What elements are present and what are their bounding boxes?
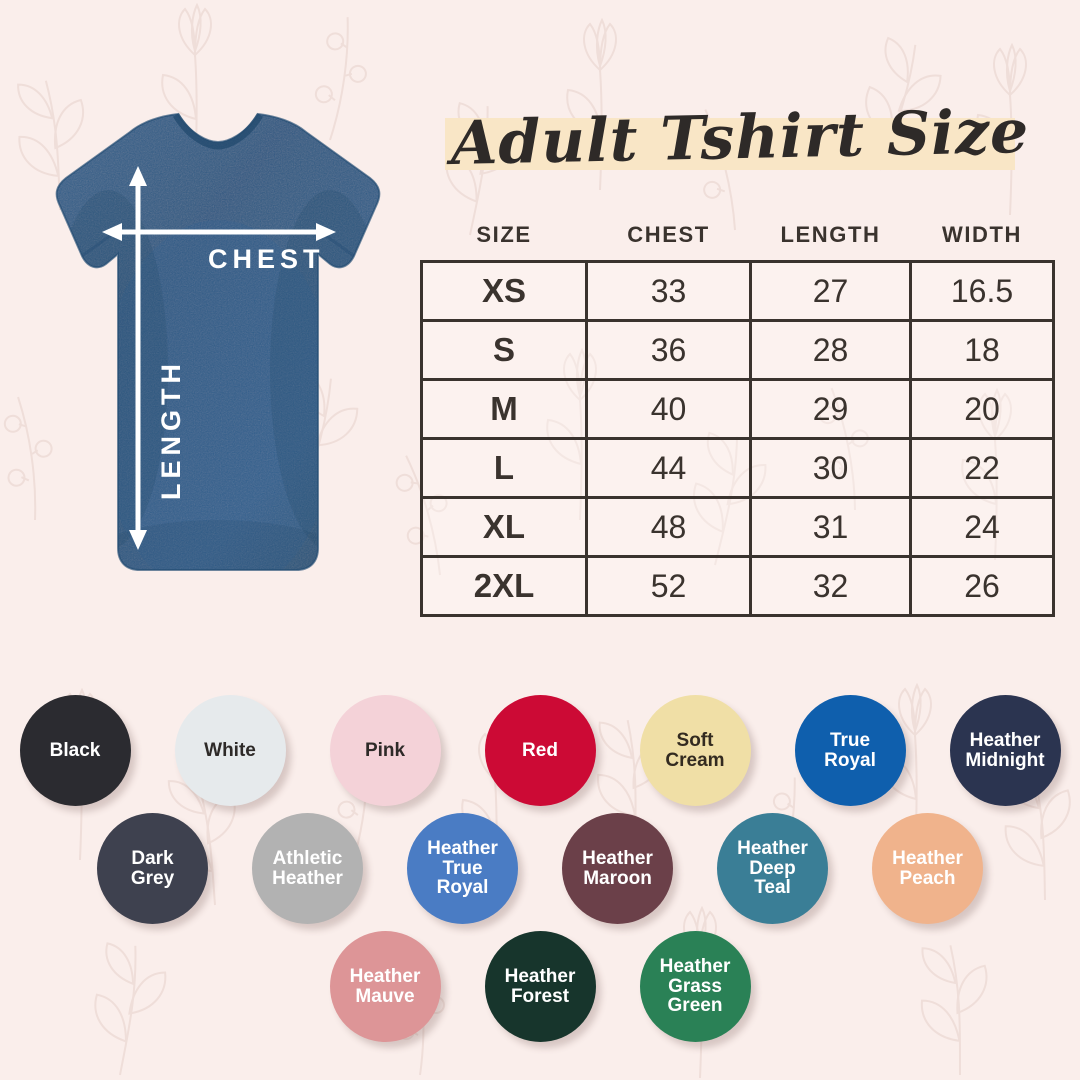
color-swatch-label: Heather Grass Green (659, 955, 731, 1017)
tshirt-illustration: CHEST LENGTH (18, 110, 418, 590)
measurement-cell: 32 (749, 555, 912, 617)
color-swatch[interactable]: Pink (329, 695, 441, 806)
color-swatch-label: Black (49, 739, 101, 761)
column-header-width: WIDTH (941, 222, 1023, 247)
length-measurement-label: LENGTH (156, 359, 186, 500)
color-swatch-label: Heather Peach (892, 847, 963, 889)
color-swatch[interactable]: Heather Grass Green (639, 931, 751, 1042)
color-swatch-label: Heather True Royal (427, 837, 498, 899)
swatch-row-3: Heather Mauve Heather Forest Heather Grass Gre… (0, 931, 1080, 1042)
chest-measurement-label: CHEST (208, 244, 325, 274)
measurement-cell: 30 (749, 437, 912, 499)
color-swatch[interactable]: White (174, 695, 286, 806)
column-header-length: LENGTH (780, 222, 881, 247)
size-cell: XS (420, 260, 588, 322)
measurement-cell: 22 (909, 437, 1055, 499)
page-title: Adult Tshirt Size (440, 88, 1040, 188)
table-body: XS 33 27 16.5 S 36 28 18 M 40 29 20 L 44 30 22 XL 48 31 24 2… (420, 260, 1055, 617)
color-swatch-label: White (204, 739, 256, 761)
measurement-cell: 40 (585, 378, 752, 440)
color-swatch-label: True Royal (824, 729, 876, 771)
measurement-cell: 26 (909, 555, 1055, 617)
size-chart-table: SIZE CHEST LENGTH WIDTH XS 33 27 16.5 S 36 28 1… (420, 218, 1055, 617)
table: SIZE CHEST LENGTH WIDTH XS 33 27 16.5 S 36 28 1… (420, 218, 1055, 617)
color-swatch[interactable]: Heather Maroon (562, 813, 673, 924)
measurement-cell: 24 (909, 496, 1055, 558)
measurement-arrows (102, 166, 336, 550)
color-swatch-label: Red (522, 739, 558, 761)
measurement-cell: 29 (749, 378, 912, 440)
table-row: L 44 30 22 (420, 437, 1055, 499)
color-swatch-label: Heather Deep Teal (737, 837, 808, 899)
color-swatch-label: Heather Forest (504, 965, 576, 1007)
table-row: M 40 29 20 (420, 378, 1055, 440)
title-highlight-bar (445, 118, 1015, 170)
measurement-cell: 18 (909, 319, 1055, 381)
measurement-cell: 48 (585, 496, 752, 558)
color-swatch[interactable]: Heather Mauve (329, 931, 441, 1042)
tshirt-graphic: CHEST LENGTH (55, 112, 381, 571)
color-swatch[interactable]: Soft Cream (639, 695, 751, 806)
color-swatch[interactable]: Red (484, 695, 596, 806)
size-cell: 2XL (420, 555, 588, 617)
measurement-cell: 36 (585, 319, 752, 381)
color-swatch-label: Dark Grey (130, 847, 175, 889)
swatch-row-2: Dark Grey Athletic Heather Heather True Royal H… (0, 813, 1080, 924)
color-swatch[interactable]: Heather True Royal (407, 813, 518, 924)
color-swatch[interactable]: Black (19, 695, 131, 806)
color-swatch-label: Athletic Heather (272, 847, 343, 889)
color-swatch[interactable]: Athletic Heather (252, 813, 363, 924)
color-swatch-label: Pink (364, 739, 406, 761)
column-header-size: SIZE (476, 222, 532, 247)
measurement-cell: 31 (749, 496, 912, 558)
color-swatch[interactable]: True Royal (794, 695, 906, 806)
table-row: XS 33 27 16.5 (420, 260, 1055, 322)
measurement-cell: 28 (749, 319, 912, 381)
color-swatch[interactable]: Heather Peach (872, 813, 983, 924)
size-cell: L (420, 437, 588, 499)
measurement-cell: 52 (585, 555, 752, 617)
measurement-cell: 27 (749, 260, 912, 322)
measurement-cell: 33 (585, 260, 752, 322)
measurement-cell: 16.5 (909, 260, 1055, 322)
swatch-row-1: Black White Pink Red Soft Cream True Royal Heath… (0, 695, 1080, 806)
table-row: 2XL 52 32 26 (420, 555, 1055, 617)
color-swatch-label: Soft Cream (665, 729, 725, 771)
measurement-cell: 44 (585, 437, 752, 499)
title-text: Adult Tshirt Size (450, 96, 1030, 180)
table-row: XL 48 31 24 (420, 496, 1055, 558)
size-cell: M (420, 378, 588, 440)
size-cell: S (420, 319, 588, 381)
color-swatch[interactable]: Heather Forest (484, 931, 596, 1042)
column-header-chest: CHEST (627, 222, 710, 247)
color-swatch-label: Heather Maroon (582, 847, 653, 889)
color-swatch-gallery: Black White Pink Red Soft Cream True Royal Heath… (0, 695, 1080, 1080)
color-swatch-label: Heather Midnight (965, 729, 1045, 771)
color-swatch-label: Heather Mauve (349, 965, 421, 1007)
table-header-row: SIZE CHEST LENGTH WIDTH (422, 218, 1054, 262)
color-swatch[interactable]: Dark Grey (97, 813, 208, 924)
measurement-cell: 20 (909, 378, 1055, 440)
color-swatch[interactable]: Heather Deep Teal (717, 813, 828, 924)
table-row: S 36 28 18 (420, 319, 1055, 381)
color-swatch[interactable]: Heather Midnight (949, 695, 1061, 806)
size-cell: XL (420, 496, 588, 558)
